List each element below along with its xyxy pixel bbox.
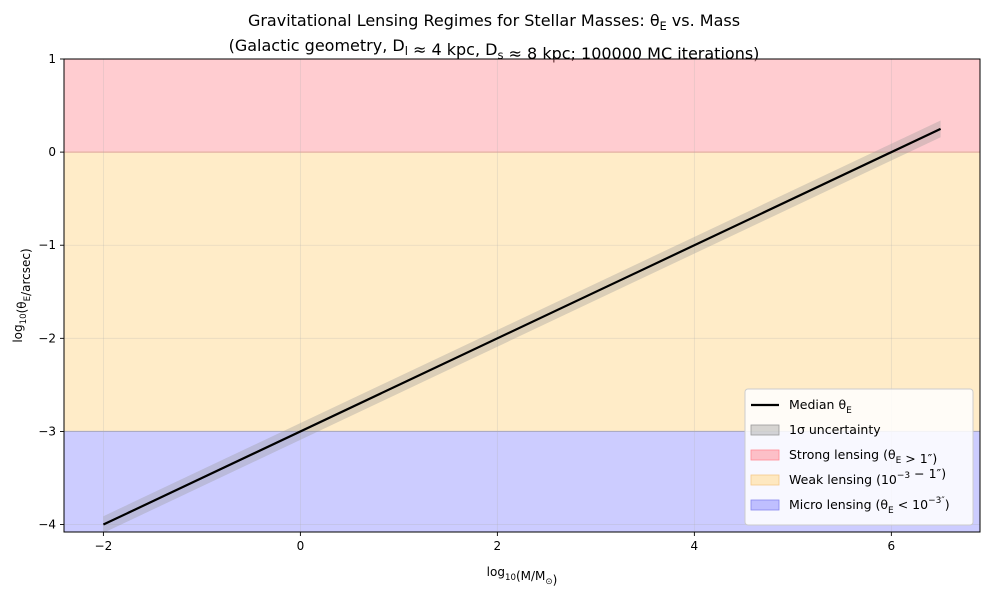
legend-label: Strong lensing (θE > 1″) bbox=[789, 447, 937, 466]
title-line-1: Gravitational Lensing Regimes for Stella… bbox=[248, 11, 740, 33]
legend-box bbox=[744, 388, 974, 526]
median-line bbox=[102, 127, 942, 526]
x-axis: −2 0 2 4 6 log10(M/M⊙) bbox=[95, 532, 896, 587]
legend-item-median: Median θE bbox=[751, 397, 852, 416]
legend-item-strong: Strong lensing (θE > 1″) bbox=[750, 447, 937, 466]
y-axis-label-group: log10(θE/arcsec) bbox=[11, 248, 33, 342]
legend-swatch bbox=[750, 474, 780, 486]
x-tick-label: −2 bbox=[95, 539, 113, 553]
plot-frame bbox=[63, 58, 981, 533]
chart-title: Gravitational Lensing Regimes for Stella… bbox=[229, 11, 760, 63]
strong-lensing-band bbox=[64, 59, 980, 153]
legend-swatch bbox=[750, 499, 780, 511]
x-tick-label: 2 bbox=[494, 539, 502, 553]
x-tick-label: 4 bbox=[691, 539, 699, 553]
y-axis: −4 −3 −2 −1 0 1 log10(θE/arcsec) bbox=[11, 52, 64, 532]
x-tick-label: 6 bbox=[888, 539, 896, 553]
weak-lensing-band bbox=[64, 152, 980, 432]
legend-swatch bbox=[750, 449, 780, 461]
title-line-2: (Galactic geometry, Dl ≈ 4 kpc, Ds ≈ 8 k… bbox=[229, 36, 760, 63]
y-tick-label: 1 bbox=[48, 52, 56, 66]
y-tick-label: 0 bbox=[48, 145, 56, 159]
y-tick-label: −2 bbox=[38, 331, 56, 345]
legend-label: Median θE bbox=[789, 397, 852, 416]
y-tick-label: −1 bbox=[38, 238, 56, 252]
legend-label: 1σ uncertainty bbox=[789, 422, 881, 437]
y-tick-label: −4 bbox=[38, 518, 56, 532]
legend-item-uncertainty: 1σ uncertainty bbox=[750, 422, 881, 437]
y-axis-label: log10(θE/arcsec) bbox=[11, 248, 33, 342]
legend-item-micro: Micro lensing (θE < 10−3″) bbox=[750, 496, 950, 516]
legend-item-weak: Weak lensing (10−3 − 1″) bbox=[750, 466, 946, 487]
legend-label: Micro lensing (θE < 10−3″) bbox=[789, 496, 950, 516]
legend-label: Weak lensing (10−3 − 1″) bbox=[789, 466, 946, 487]
x-tick-label: 0 bbox=[297, 539, 305, 553]
legend: Median θE 1σ uncertainty Strong lensing (θ… bbox=[744, 388, 974, 526]
legend-swatch bbox=[750, 424, 780, 436]
x-axis-label: log10(M/M⊙) bbox=[487, 565, 558, 587]
y-tick-label: −3 bbox=[38, 424, 56, 438]
